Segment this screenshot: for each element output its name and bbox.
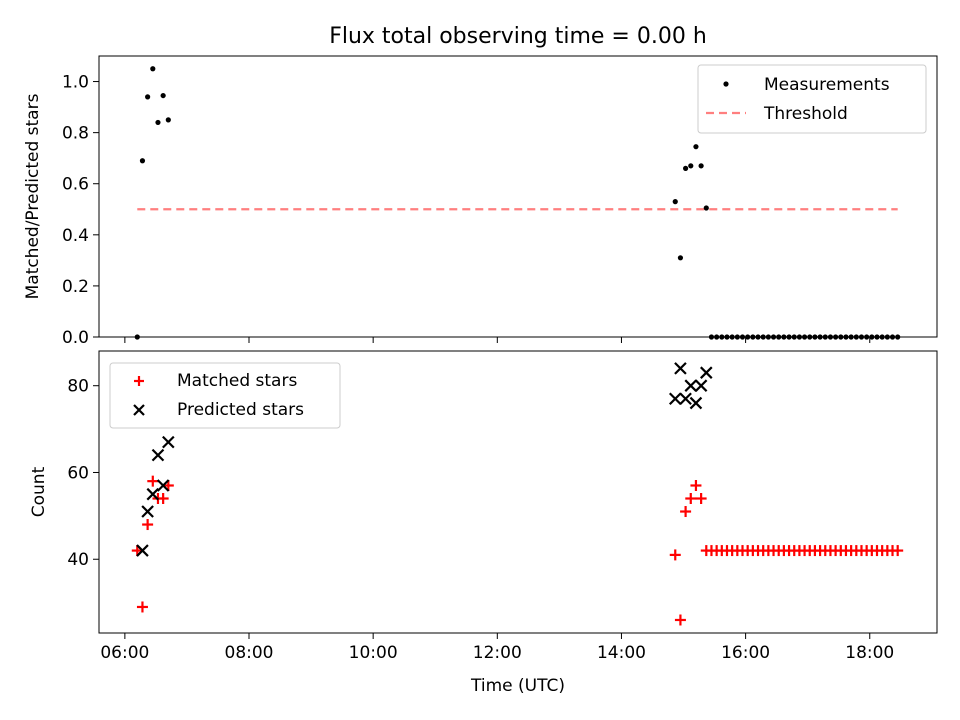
matched-star-point [690, 479, 702, 491]
top-y-tick-label: 0.6 [62, 175, 89, 195]
top-y-tick-label: 0.8 [62, 124, 89, 144]
measurement-point [677, 255, 684, 261]
matched-star-point [669, 549, 681, 561]
legend-threshold-label: Threshold [763, 104, 848, 124]
matched-star-point [695, 493, 707, 505]
bottom-y-axis-label: Count [29, 466, 49, 517]
figure-title: Flux total observing time = 0.00 h [329, 24, 707, 49]
top-y-tick-label: 0.4 [62, 226, 89, 246]
predicted-star-point [689, 396, 703, 410]
matched-star-point [142, 519, 154, 531]
legend-matched-label: Matched stars [177, 371, 297, 391]
predicted-star-point [146, 487, 160, 501]
matched-star-point [674, 614, 686, 626]
matched-star-point [136, 601, 148, 613]
predicted-star-point [141, 505, 154, 518]
bottom-x-tick-label: 18:00 [845, 643, 894, 663]
top-panel: 0.0 0.2 0.4 0.6 0.8 1.0 Matched/Predicted sta… [23, 55, 938, 348]
measurement-point [672, 199, 678, 205]
top-y-axis-label: Matched/Predicted stars [23, 93, 43, 299]
top-y-tick-label: 0.0 [62, 328, 89, 348]
measurement-point [688, 163, 694, 169]
predicted-star-point [136, 544, 149, 557]
top-y-tick-label: 0.2 [62, 277, 89, 297]
predicted-star-point [668, 392, 682, 406]
predicted-star-point [674, 362, 687, 375]
legend-predicted-marker [133, 404, 145, 416]
bottom-x-axis-label: Time (UTC) [470, 676, 565, 696]
predicted-star-point [151, 448, 165, 462]
bottom-x-tick-label: 10:00 [349, 643, 398, 663]
measurement-point [683, 165, 689, 171]
bottom-legend: Matched stars Predicted stars [109, 362, 341, 429]
measurement-point [698, 163, 704, 169]
measurement-point [150, 66, 156, 72]
measurement-point [693, 144, 699, 150]
bottom-x-tick-label: 06:00 [100, 643, 149, 663]
top-y-tick-label: 1.0 [62, 73, 89, 93]
measurement-point [139, 158, 146, 164]
bottom-y-tick-label: 60 [67, 463, 89, 483]
measurement-point [165, 117, 171, 123]
bottom-legend-box [109, 362, 341, 429]
measurement-point [145, 94, 151, 100]
matched-star-point [157, 493, 169, 505]
bottom-plot-frame [98, 350, 938, 634]
bottom-y-tick-label: 80 [67, 377, 89, 397]
matched-star-point [147, 475, 159, 487]
measurement-point [703, 205, 709, 211]
legend-matched-marker [134, 376, 144, 386]
legend-predicted-label: Predicted stars [177, 400, 304, 420]
top-legend-box [697, 64, 927, 134]
bottom-panel: 40 60 80 06:00 08:00 10:00 12:00 14:00 16:00 18:0… [29, 350, 938, 696]
top-plot-frame [98, 55, 938, 338]
bottom-x-tick-label: 12:00 [473, 643, 522, 663]
predicted-star-point [694, 379, 708, 392]
matched-star-point [685, 493, 697, 505]
bottom-x-tick-label: 16:00 [721, 643, 770, 663]
matched-star-point [680, 506, 692, 518]
legend-measurements-label: Measurements [764, 75, 890, 95]
measurement-point [155, 119, 161, 126]
predicted-star-point [156, 479, 170, 492]
bottom-x-tick-label: 14:00 [597, 643, 646, 663]
bottom-y-tick-label: 40 [67, 550, 89, 570]
bottom-x-tick-label: 08:00 [225, 643, 274, 663]
predicted-star-point [162, 435, 175, 449]
predicted-star-point [684, 379, 698, 392]
top-legend: Measurements Threshold [697, 64, 927, 134]
measurement-point [160, 92, 166, 99]
legend-measurement-marker [723, 81, 729, 87]
predicted-star-point [679, 392, 692, 406]
predicted-star-point [700, 366, 713, 379]
matched-star-point [892, 545, 904, 557]
